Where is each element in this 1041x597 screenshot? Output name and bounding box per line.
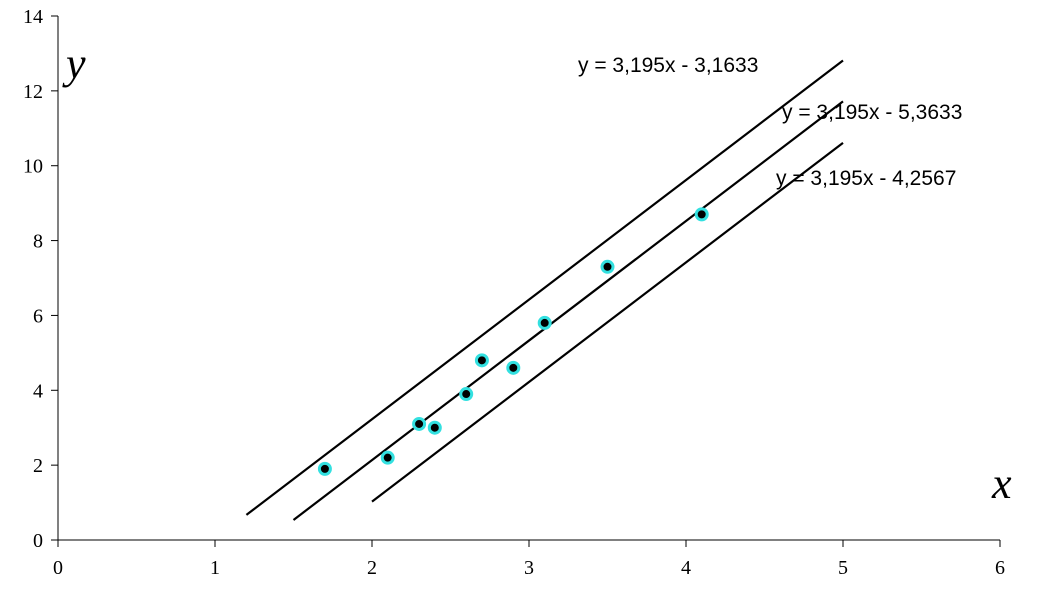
x-tick-label: 0	[53, 557, 63, 579]
regression-line	[371, 141, 844, 503]
line-equation-label: y = 3,195x - 5,3633	[782, 101, 962, 124]
data-point	[427, 420, 442, 435]
regression-lines	[245, 59, 844, 521]
y-tick-label: 4	[33, 380, 43, 402]
data-point	[506, 360, 521, 375]
x-tick-label: 6	[995, 557, 1005, 579]
x-axis-title: x	[991, 459, 1012, 508]
y-tick-label: 6	[33, 305, 43, 327]
regression-line	[292, 100, 844, 521]
data-point	[459, 387, 474, 402]
data-point	[694, 207, 709, 222]
y-tick-label: 10	[23, 156, 43, 178]
data-point	[317, 461, 332, 476]
y-tick-label: 8	[33, 231, 43, 253]
x-tick-label: 5	[838, 557, 848, 579]
data-points	[317, 207, 709, 476]
y-tick-label: 14	[23, 6, 43, 28]
y-axis-title: y	[62, 39, 86, 88]
x-tick-label: 4	[681, 557, 691, 579]
axes	[57, 16, 1000, 541]
data-point	[412, 416, 427, 431]
y-tick-label: 0	[33, 530, 43, 552]
x-tick-label: 3	[524, 557, 534, 579]
line-equation-label: y = 3,195x - 3,1633	[578, 54, 758, 77]
data-point	[600, 259, 615, 274]
x-tick-label: 2	[367, 557, 377, 579]
y-tick-label: 2	[33, 455, 43, 477]
y-tick-label: 12	[23, 81, 43, 103]
line-equation-labels: y = 3,195x - 3,1633 y = 3,195x - 5,3633 y …	[578, 54, 962, 190]
regression-line	[245, 59, 844, 516]
data-point	[537, 315, 552, 330]
line-equation-label: y = 3,195x - 4,2567	[776, 167, 956, 190]
x-tick-label: 1	[210, 557, 220, 579]
data-point	[474, 353, 489, 368]
data-point	[380, 450, 395, 465]
